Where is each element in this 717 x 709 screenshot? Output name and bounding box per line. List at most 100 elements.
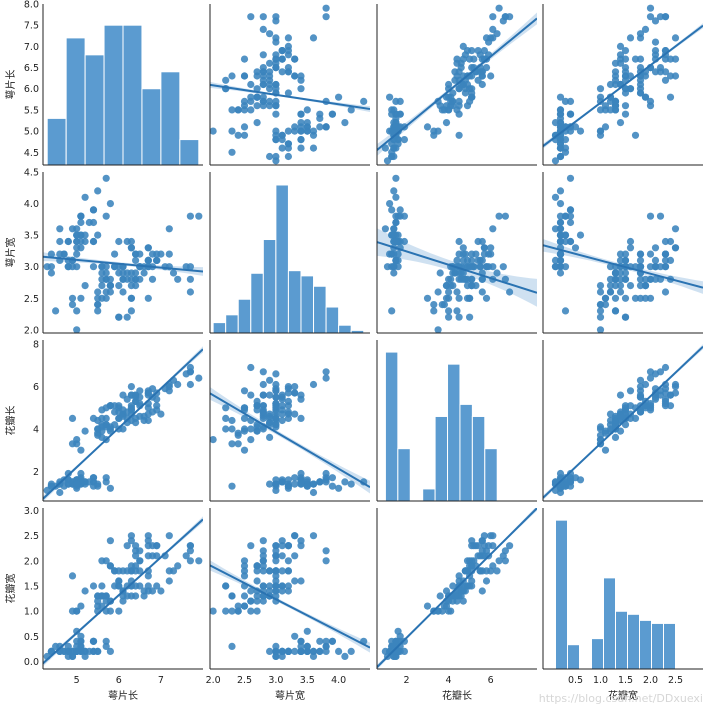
scatter-point — [611, 307, 620, 315]
scatter-point — [566, 237, 575, 246]
scatter-point — [303, 106, 311, 114]
x-tick-label: 2 — [403, 675, 409, 686]
scatter-point — [73, 326, 81, 333]
scatter-point — [656, 263, 665, 271]
scatter-point — [94, 602, 102, 610]
scatter-point — [106, 275, 114, 283]
scatter-point — [551, 193, 560, 201]
scatter-point — [621, 269, 630, 277]
scatter-point — [165, 577, 173, 585]
scatter-point — [636, 275, 645, 283]
scatter-point — [636, 263, 645, 271]
scatter-point — [89, 237, 98, 246]
x-tick-label: 5 — [74, 675, 80, 686]
scatter-point — [309, 131, 318, 139]
scatter-point — [328, 474, 336, 482]
scatter-point — [127, 244, 135, 252]
regression-line — [210, 564, 370, 649]
scatter-point — [157, 587, 165, 595]
x-tick-label: 2.5 — [237, 675, 252, 686]
scatter-point — [259, 25, 267, 33]
scatter-point — [297, 469, 305, 478]
scatter-point — [195, 374, 203, 382]
y-tick-label: 3.0 — [24, 262, 39, 273]
scatter-point — [115, 237, 123, 246]
scatter-point — [123, 592, 131, 600]
scatter-point — [611, 59, 620, 67]
scatter-point — [661, 256, 670, 264]
scatter-point — [73, 642, 81, 651]
scatter-point — [284, 68, 292, 76]
scatter-point — [468, 582, 476, 590]
scatter-point — [556, 200, 565, 208]
scatter-point — [278, 402, 286, 410]
scatter-point — [556, 250, 565, 258]
scatter-point — [303, 647, 311, 656]
scatter-point — [335, 93, 343, 101]
scatter-point — [259, 402, 267, 410]
x-axis-label: 萼片长 — [108, 689, 138, 702]
scatter-point — [259, 597, 267, 605]
scatter-point — [561, 97, 570, 105]
scatter-point — [621, 294, 630, 302]
y-tick-label: 4 — [33, 424, 39, 435]
scatter-point — [102, 174, 110, 182]
scatter-point — [106, 562, 114, 570]
scatter-point — [651, 38, 660, 46]
scatter-point — [127, 383, 135, 391]
scatter-point — [127, 294, 135, 302]
scatter-point — [77, 637, 85, 645]
histogram-bar — [250, 272, 264, 333]
scatter-point — [272, 567, 280, 575]
scatter-point — [388, 231, 396, 239]
scatter-point — [482, 34, 491, 42]
y-tick-label: 5.5 — [24, 105, 39, 116]
scatter-point — [64, 469, 72, 478]
scatter-point — [77, 602, 85, 610]
scatter-point — [240, 572, 249, 580]
scatter-point — [556, 231, 565, 239]
scatter-point — [284, 480, 292, 488]
scatter-point — [459, 597, 467, 605]
scatter-point — [561, 263, 570, 271]
scatter-point — [621, 64, 630, 72]
regression-line — [543, 24, 703, 147]
scatter-point — [386, 93, 394, 101]
scatter-point — [284, 152, 292, 161]
scatter-point — [68, 301, 77, 309]
histogram-bar — [603, 577, 616, 669]
scatter-point — [335, 647, 343, 656]
histogram-bar — [459, 403, 473, 501]
panel-sepal_length-vs-petal_width — [542, 4, 703, 166]
scatter-point — [140, 587, 148, 595]
scatter-point — [661, 237, 670, 246]
panel-sepal_width-vs-petal_width — [542, 172, 703, 334]
scatter-point — [115, 408, 123, 416]
scatter-point — [47, 250, 56, 258]
scatter-point — [423, 123, 432, 131]
scatter-point — [272, 370, 280, 378]
scatter-point — [89, 206, 98, 214]
scatter-point — [436, 592, 444, 600]
scatter-point — [98, 557, 106, 565]
scatter-point — [316, 478, 324, 486]
scatter-point — [601, 446, 610, 454]
scatter-point — [228, 106, 236, 114]
y-axis-label: 花瓣长 — [4, 406, 17, 436]
scatter-point — [390, 225, 398, 233]
scatter-point — [322, 557, 330, 565]
scatter-point — [392, 256, 400, 264]
y-tick-label: 1.5 — [24, 581, 39, 592]
scatter-point — [478, 547, 486, 555]
scatter-point — [463, 102, 472, 110]
scatter-point — [278, 652, 286, 661]
scatter-point — [195, 557, 203, 565]
scatter-point — [636, 256, 645, 264]
scatter-point — [671, 389, 680, 397]
histogram-bar — [434, 415, 449, 501]
histogram-bar — [300, 275, 315, 333]
scatter-point — [621, 313, 630, 321]
scatter-point — [400, 212, 408, 220]
scatter-point — [390, 263, 398, 271]
scatter-point — [489, 562, 497, 570]
